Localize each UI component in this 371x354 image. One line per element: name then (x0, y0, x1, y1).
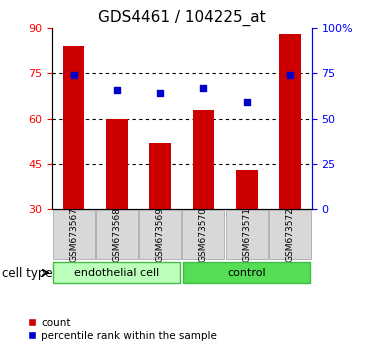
Bar (63, 46, 85, 209)
Point (70, 73, 76, 78)
Text: GSM673569: GSM673569 (156, 207, 165, 262)
Text: GSM673568: GSM673568 (112, 207, 121, 262)
FancyBboxPatch shape (269, 210, 311, 259)
Bar (279, 34, 301, 209)
Text: GSM673570: GSM673570 (199, 207, 208, 262)
Point (200, 85, 206, 91)
Text: cell type: cell type (2, 267, 52, 280)
Legend: count, percentile rank within the sample: count, percentile rank within the sample (24, 314, 221, 345)
Text: control: control (227, 268, 266, 278)
Point (244, 99, 250, 105)
Bar (193, 110, 214, 209)
Point (114, 87, 120, 92)
FancyBboxPatch shape (53, 210, 95, 259)
FancyBboxPatch shape (226, 210, 268, 259)
Text: endothelial cell: endothelial cell (74, 268, 160, 278)
Point (287, 73, 293, 78)
Bar (150, 143, 171, 209)
FancyBboxPatch shape (139, 210, 181, 259)
Bar (236, 170, 257, 209)
Text: GSM673567: GSM673567 (69, 207, 78, 262)
FancyBboxPatch shape (183, 210, 224, 259)
Title: GDS4461 / 104225_at: GDS4461 / 104225_at (98, 9, 266, 25)
Text: GSM673571: GSM673571 (242, 207, 251, 262)
FancyBboxPatch shape (53, 262, 181, 283)
FancyBboxPatch shape (96, 210, 138, 259)
Bar (106, 119, 128, 209)
Text: GSM673572: GSM673572 (286, 207, 295, 262)
Point (157, 91, 163, 96)
FancyBboxPatch shape (183, 262, 310, 283)
